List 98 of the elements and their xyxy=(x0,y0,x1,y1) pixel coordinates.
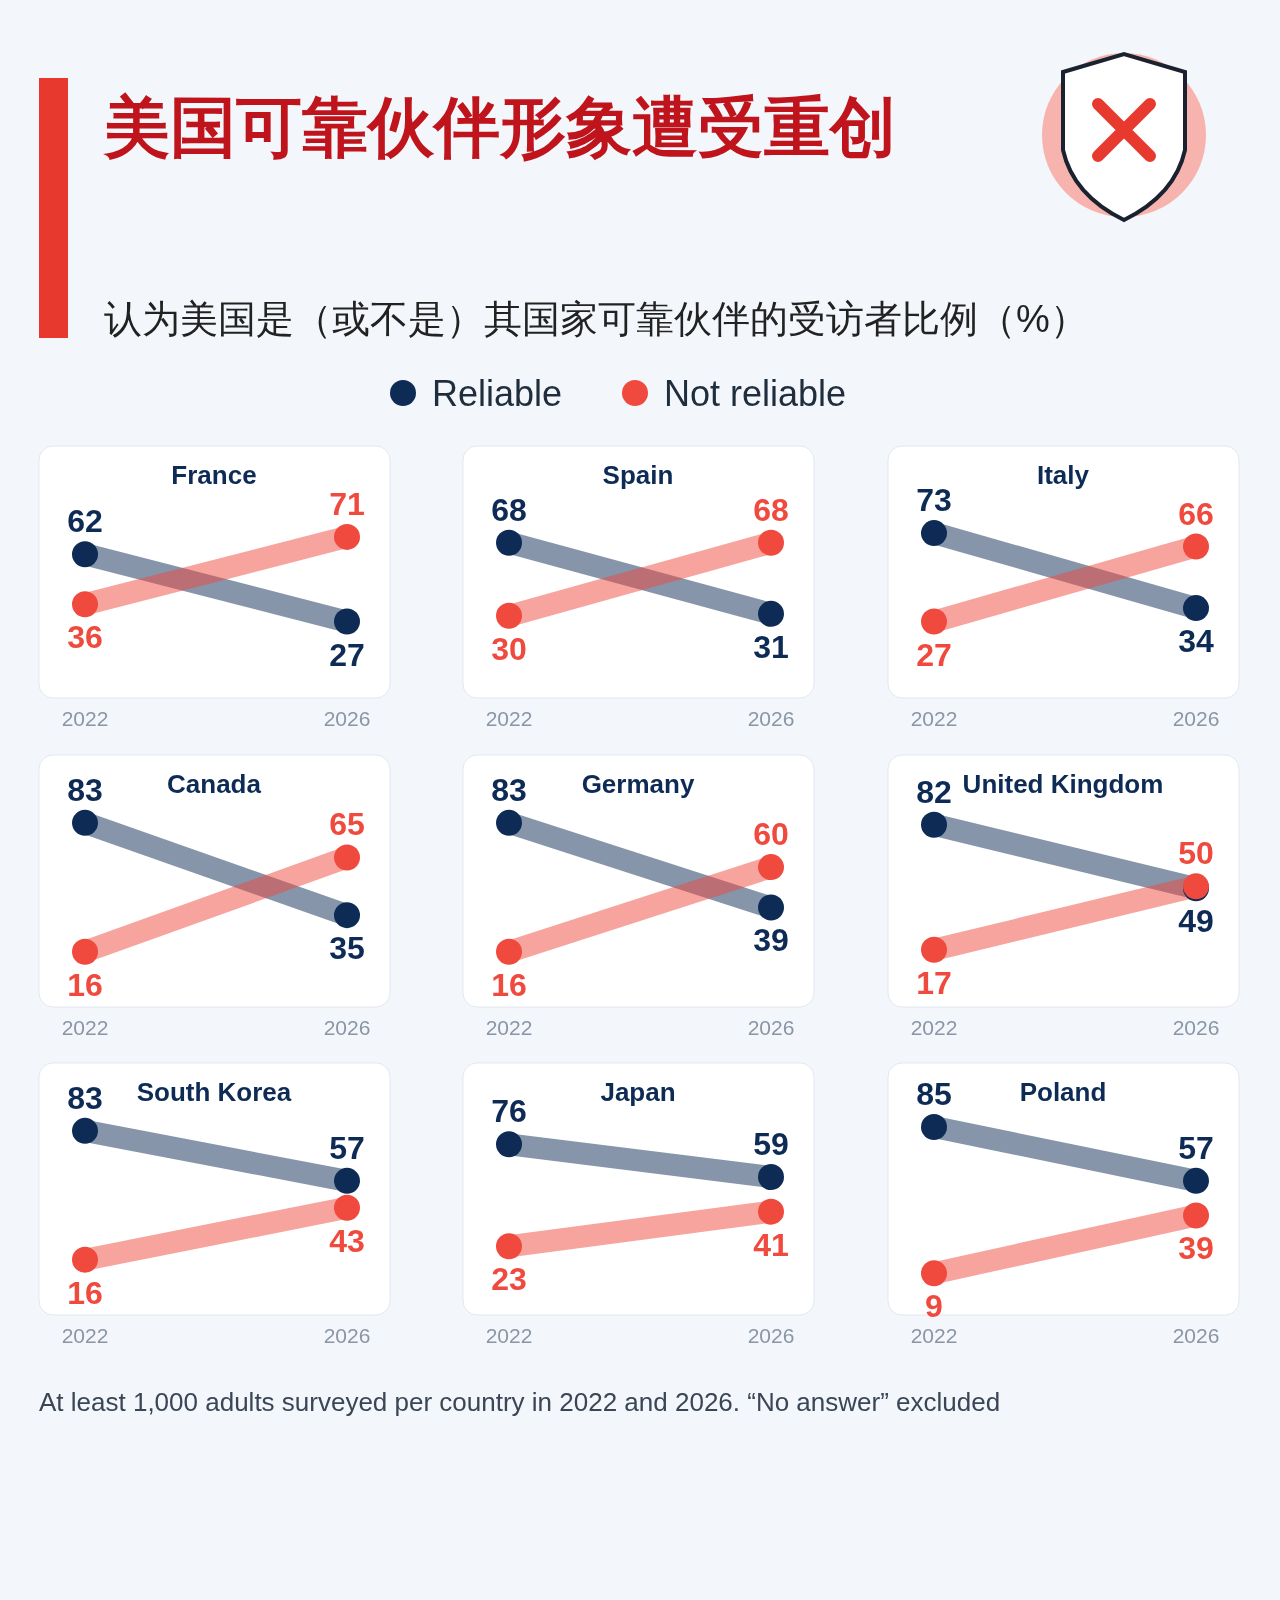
point xyxy=(1183,595,1209,622)
point xyxy=(334,844,360,871)
point xyxy=(496,1233,522,1260)
point xyxy=(334,902,360,929)
x-tick-label: 2026 xyxy=(747,1324,795,1347)
x-tick-label: 2022 xyxy=(910,1016,958,1039)
x-tick-label: 2022 xyxy=(910,707,958,730)
data-label: 68 xyxy=(753,491,789,528)
point xyxy=(72,591,98,618)
point xyxy=(334,523,360,550)
data-label: 30 xyxy=(491,630,527,667)
legend-label: Reliable xyxy=(432,373,563,414)
x-tick-label: 2022 xyxy=(485,1324,533,1347)
data-label: 60 xyxy=(753,816,789,853)
chart-title: Poland xyxy=(1019,1077,1107,1107)
point xyxy=(1183,1167,1209,1194)
chart-title: France xyxy=(171,460,257,490)
x-tick-label: 2026 xyxy=(747,707,795,730)
point xyxy=(72,1246,98,1273)
data-label: 39 xyxy=(753,922,789,959)
legend-label: Not reliable xyxy=(664,373,847,414)
point xyxy=(921,608,947,635)
point xyxy=(1183,1202,1209,1229)
x-tick-label: 2026 xyxy=(323,707,371,730)
point xyxy=(921,1260,947,1287)
point xyxy=(758,894,784,921)
x-tick-label: 2022 xyxy=(910,1324,958,1347)
text: At least 1,000 adults surveyed per country in 2022 and 2026. “No answer” excluded xyxy=(39,1387,1001,1417)
data-label: 66 xyxy=(1178,495,1214,532)
data-label: 76 xyxy=(491,1093,527,1130)
chart-title: Canada xyxy=(167,769,262,799)
chart-title: Japan xyxy=(600,1077,676,1107)
data-label: 65 xyxy=(329,806,365,843)
chart-title: Spain xyxy=(602,460,674,490)
text: 认为美国是（或不是）其国家可靠伙伴的受访者比例（%） xyxy=(104,298,1088,340)
data-label: 27 xyxy=(329,636,365,673)
point xyxy=(334,608,360,635)
chart-title: South Korea xyxy=(136,1077,292,1107)
point xyxy=(334,1167,360,1194)
data-label: 68 xyxy=(491,491,527,528)
data-label: 27 xyxy=(916,636,952,673)
data-label: 31 xyxy=(753,628,789,665)
x-tick-label: 2026 xyxy=(323,1324,371,1347)
text: 美国可靠伙伴形象遭受重创 xyxy=(103,90,896,164)
data-label: 16 xyxy=(67,966,103,1003)
data-label: 41 xyxy=(753,1226,789,1263)
x-tick-label: 2026 xyxy=(1172,1016,1220,1039)
x-tick-label: 2022 xyxy=(61,1016,109,1039)
chart-title: Italy xyxy=(1036,460,1090,490)
data-label: 23 xyxy=(491,1261,527,1298)
data-label: 16 xyxy=(491,966,527,1003)
point xyxy=(496,938,522,965)
chart-title: Germany xyxy=(581,769,695,799)
point xyxy=(921,811,947,838)
point xyxy=(72,1117,98,1144)
x-tick-label: 2026 xyxy=(323,1016,371,1039)
x-tick-label: 2026 xyxy=(1172,1324,1220,1347)
data-label: 49 xyxy=(1178,903,1214,940)
data-label: 9 xyxy=(925,1288,943,1325)
x-tick-label: 2022 xyxy=(485,1016,533,1039)
data-label: 59 xyxy=(753,1126,789,1163)
data-label: 71 xyxy=(329,485,365,522)
data-label: 50 xyxy=(1178,835,1214,872)
data-label: 34 xyxy=(1178,623,1214,660)
chart-title: United Kingdom xyxy=(962,769,1164,799)
data-label: 35 xyxy=(329,930,365,967)
x-tick-label: 2022 xyxy=(485,707,533,730)
point xyxy=(72,809,98,836)
data-label: 83 xyxy=(491,771,527,808)
x-tick-label: 2022 xyxy=(61,1324,109,1347)
data-label: 17 xyxy=(916,964,952,1001)
point xyxy=(496,1131,522,1158)
point xyxy=(921,936,947,963)
data-label: 83 xyxy=(67,1079,103,1116)
x-tick-label: 2026 xyxy=(1172,707,1220,730)
data-label: 73 xyxy=(916,482,952,519)
point xyxy=(921,1114,947,1140)
point xyxy=(1183,533,1209,560)
data-label: 39 xyxy=(1178,1230,1214,1267)
data-label: 57 xyxy=(1178,1129,1214,1166)
data-label: 83 xyxy=(67,771,103,808)
point xyxy=(72,938,98,965)
point xyxy=(496,809,522,836)
data-label: 82 xyxy=(916,773,952,810)
point xyxy=(758,1198,784,1225)
data-label: 43 xyxy=(329,1222,365,1259)
data-label: 85 xyxy=(916,1076,952,1112)
x-tick-label: 2026 xyxy=(747,1016,795,1039)
point xyxy=(334,1194,360,1221)
point xyxy=(758,854,784,881)
point xyxy=(921,520,947,547)
data-label: 57 xyxy=(329,1129,365,1166)
data-label: 36 xyxy=(67,619,103,656)
data-label: 16 xyxy=(67,1274,103,1311)
data-label: 62 xyxy=(67,503,103,540)
point xyxy=(758,1164,784,1191)
point xyxy=(72,541,98,568)
x-tick-label: 2022 xyxy=(61,707,109,730)
